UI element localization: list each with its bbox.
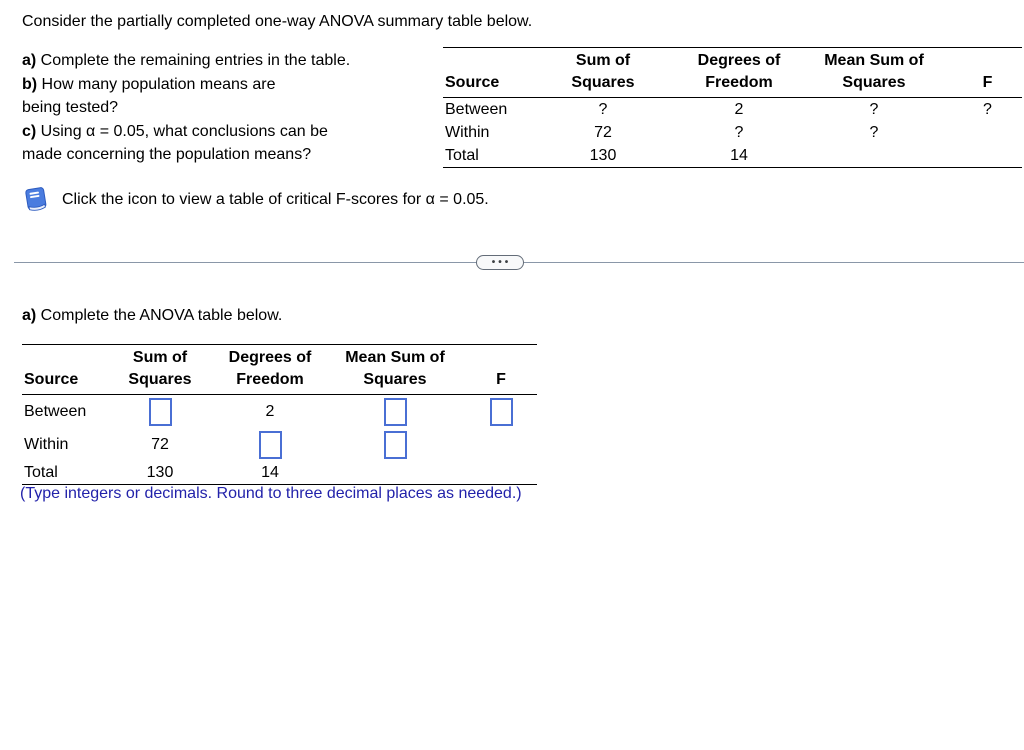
answer-section-heading: a) Complete the ANOVA table below. — [22, 307, 283, 324]
critical-f-note-text: Click the icon to view a table of critic… — [62, 190, 489, 208]
within-mss-value: ? — [869, 123, 879, 141]
row-label-within: Within — [24, 436, 69, 453]
within-df-cell — [215, 429, 325, 461]
within-mss-input[interactable] — [383, 431, 407, 459]
col-header-sum-of-squares: Sum of Squares — [128, 349, 192, 388]
col-header-degrees-of-freedom: Degrees of Freedom — [697, 52, 781, 91]
question-line-b: b) How many population means are — [22, 75, 276, 93]
total-f-cell — [465, 461, 537, 485]
row-label-total: Total — [445, 146, 479, 164]
question-line-a: a) Complete the remaining entries in the… — [22, 52, 351, 69]
between-ss-cell — [105, 395, 215, 430]
within-df-value: ? — [734, 123, 744, 141]
row-label-between: Between — [24, 403, 87, 420]
within-f-cell — [465, 429, 537, 461]
answer-format-note: (Type integers or decimals. Round to thr… — [20, 485, 522, 502]
within-mss-cell — [325, 429, 465, 461]
total-ss-value: 130 — [589, 146, 617, 164]
total-mss-cell — [325, 461, 465, 485]
within-ss-value: 72 — [151, 436, 169, 453]
col-header-source: Source — [24, 371, 79, 388]
within-df-input[interactable] — [258, 431, 282, 459]
between-f-cell — [465, 395, 537, 430]
total-mss-value — [795, 144, 953, 168]
row-label-within: Within — [445, 123, 490, 141]
between-ss-input[interactable] — [148, 398, 172, 426]
table-row: Within 72 — [22, 429, 537, 461]
total-ss-value: 130 — [146, 463, 174, 481]
table-row: Between ? 2 ? ? — [443, 98, 1022, 122]
problem-statement: Consider the partially completed one-way… — [22, 13, 533, 30]
between-f-value: ? — [983, 100, 992, 118]
total-df-value: 14 — [261, 463, 279, 481]
col-header-f: F — [982, 74, 993, 91]
given-table-header-row: Source Sum of Squares Degrees of Freedom M… — [443, 48, 1022, 98]
given-anova-table: Source Sum of Squares Degrees of Freedom M… — [443, 47, 1022, 168]
col-header-sum-of-squares: Sum of Squares — [571, 52, 635, 91]
row-label-between: Between — [445, 100, 508, 118]
table-row: Total 130 14 — [22, 461, 537, 485]
between-ss-value: ? — [598, 100, 608, 118]
col-header-mean-sum-of-squares: Mean Sum of Squares — [824, 52, 924, 91]
within-ss-value: 72 — [594, 123, 612, 141]
ellipsis-icon: ••• — [491, 256, 512, 268]
table-row: Total 130 14 — [443, 144, 1022, 168]
between-mss-cell — [325, 395, 465, 430]
row-label-total: Total — [24, 463, 58, 481]
between-mss-input[interactable] — [383, 398, 407, 426]
total-df-value: 14 — [730, 146, 748, 164]
within-f-value — [953, 121, 1022, 144]
critical-f-note-row: Click the icon to view a table of critic… — [24, 186, 489, 213]
question-line-b2: being tested? — [22, 99, 119, 116]
col-header-degrees-of-freedom: Degrees of Freedom — [228, 349, 312, 388]
answer-anova-table: Source Sum of Squares Degrees of Freedom M… — [22, 344, 537, 485]
col-header-f: F — [496, 371, 506, 388]
answer-table-header-row: Source Sum of Squares Degrees of Freedom M… — [22, 345, 537, 395]
ellipsis-expander-button[interactable]: ••• — [476, 255, 524, 270]
table-row: Within 72 ? ? — [443, 121, 1022, 144]
question-block: a) Complete the remaining entries in the… — [22, 49, 442, 167]
question-line-c: c) Using α = 0.05, what conclusions can … — [22, 122, 328, 140]
col-header-source: Source — [445, 74, 500, 91]
col-header-mean-sum-of-squares: Mean Sum of Squares — [345, 349, 445, 388]
between-df-value: 2 — [265, 403, 275, 420]
total-f-value — [953, 144, 1022, 168]
table-row: Between 2 — [22, 395, 537, 430]
between-df-value: 2 — [734, 100, 744, 118]
between-f-input[interactable] — [489, 398, 513, 426]
between-mss-value: ? — [869, 100, 879, 118]
book-icon[interactable] — [24, 186, 48, 213]
question-line-c2: made concerning the population means? — [22, 146, 312, 163]
